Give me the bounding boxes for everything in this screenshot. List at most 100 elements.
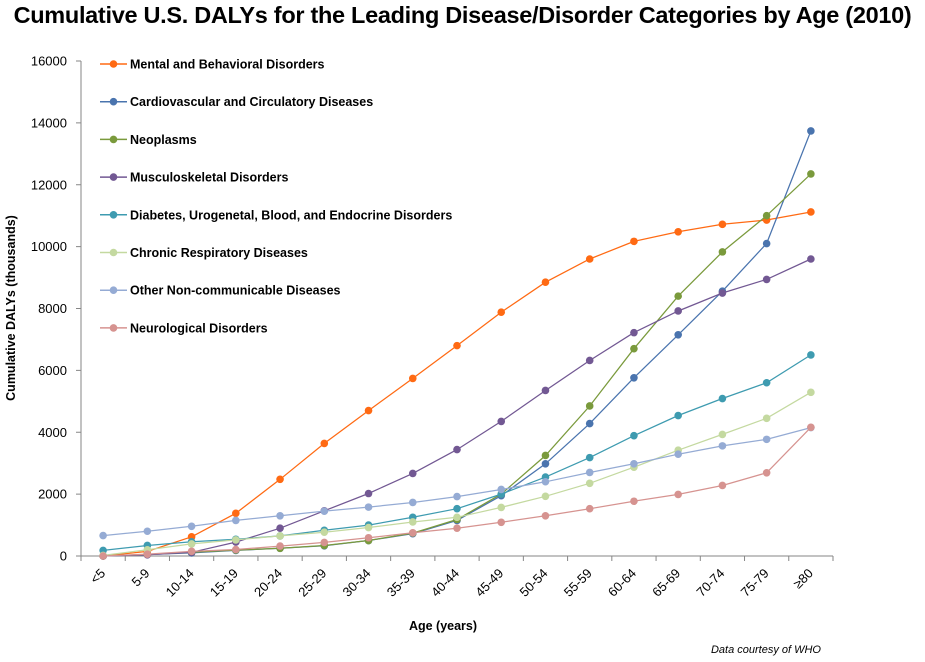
- data-point: [320, 439, 329, 448]
- data-point: [99, 531, 107, 540]
- y-tick-label: 4000: [38, 425, 67, 440]
- legend: Mental and Behavioral Disorders Cardiovas…: [100, 58, 452, 335]
- series-mental-and-behavioral-disorders: [99, 208, 815, 560]
- data-point: [99, 552, 107, 560]
- data-point: [807, 423, 815, 432]
- legend-item: Cardiovascular and Circulatory Diseases: [100, 95, 373, 109]
- legend-label: Mental and Behavioral Disorders: [130, 58, 325, 72]
- data-point: [276, 524, 284, 532]
- data-point: [232, 516, 240, 525]
- data-point: [453, 492, 461, 501]
- data-point: [364, 503, 373, 511]
- data-point: [276, 475, 284, 484]
- data-point: [364, 533, 373, 542]
- data-point: [453, 445, 461, 454]
- x-tick-label: 10-14: [163, 566, 197, 600]
- data-point: [674, 411, 682, 420]
- x-tick-label: 30-34: [340, 566, 374, 600]
- data-point: [630, 237, 638, 246]
- data-point: [718, 248, 727, 256]
- legend-label: Diabetes, Urogenetal, Blood, and Endocri…: [130, 208, 452, 222]
- data-point: [807, 255, 815, 263]
- data-point: [497, 308, 506, 317]
- legend-item: Chronic Respiratory Diseases: [100, 246, 308, 260]
- legend-marker: [109, 211, 118, 219]
- legend-marker: [109, 248, 118, 257]
- data-point: [630, 328, 638, 337]
- legend-item: Mental and Behavioral Disorders: [100, 58, 325, 72]
- data-point: [232, 545, 240, 554]
- legend-item: Musculoskeletal Disorders: [100, 171, 288, 185]
- data-point: [585, 255, 594, 263]
- data-point: [541, 460, 550, 468]
- data-point: [674, 292, 682, 300]
- data-point: [497, 503, 506, 512]
- y-axis-title: Cumulative DALYs (thousands): [4, 215, 18, 401]
- y-tick-label: 8000: [38, 301, 67, 316]
- data-point: [585, 504, 594, 513]
- data-point: [762, 211, 771, 220]
- x-tick-label: 55-59: [561, 566, 595, 600]
- data-point: [541, 278, 550, 287]
- legend-item: Neurological Disorders: [100, 321, 268, 335]
- chart-title: Cumulative U.S. DALYs for the Leading Di…: [13, 2, 912, 28]
- data-point: [585, 479, 594, 488]
- legend-marker: [109, 173, 118, 181]
- data-point: [762, 275, 771, 284]
- y-tick-label: 10000: [31, 239, 67, 254]
- data-point: [453, 341, 461, 350]
- data-point: [718, 394, 727, 403]
- data-point: [541, 477, 550, 486]
- series-chronic-respiratory-diseases: [99, 388, 815, 560]
- data-point: [497, 485, 506, 494]
- data-point: [630, 431, 638, 440]
- x-axis-title: Age (years): [409, 619, 477, 633]
- data-point: [585, 419, 594, 428]
- data-point: [541, 511, 550, 520]
- legend-label: Musculoskeletal Disorders: [130, 171, 288, 185]
- data-point: [408, 374, 417, 383]
- data-point: [541, 451, 550, 460]
- data-point: [762, 239, 771, 248]
- y-tick-label: 6000: [38, 363, 67, 378]
- data-point: [630, 460, 638, 468]
- data-point: [807, 127, 815, 135]
- x-tick-label: <5: [87, 566, 108, 587]
- x-tick-label: 5-9: [129, 566, 153, 590]
- data-point: [364, 489, 373, 498]
- data-point: [630, 497, 638, 506]
- x-tick-label: 60-64: [605, 566, 639, 600]
- data-point: [364, 523, 373, 532]
- x-tick-label: 50-54: [516, 566, 550, 600]
- data-point: [276, 532, 284, 540]
- legend-marker: [109, 324, 118, 332]
- series-neoplasms: [99, 170, 815, 560]
- data-point: [276, 542, 284, 550]
- y-tick-label: 14000: [31, 115, 67, 130]
- data-point: [762, 414, 771, 423]
- data-point: [807, 388, 815, 397]
- legend-label: Chronic Respiratory Diseases: [130, 246, 308, 260]
- legend-marker: [109, 135, 118, 144]
- data-point: [408, 498, 417, 507]
- series-other-non-communicable-diseases: [99, 423, 815, 540]
- data-point: [762, 435, 771, 444]
- data-point: [585, 356, 594, 365]
- data-point: [762, 468, 771, 477]
- data-point: [320, 507, 329, 515]
- legend-item: Other Non-communicable Diseases: [100, 284, 341, 298]
- y-tick-label: 16000: [31, 54, 67, 69]
- data-point: [320, 528, 329, 536]
- data-point: [143, 550, 152, 558]
- y-tick-label: 12000: [31, 177, 67, 192]
- data-credit: Data courtesy of WHO: [711, 644, 821, 656]
- data-point: [674, 307, 682, 315]
- data-point: [718, 220, 727, 229]
- legend-marker: [109, 97, 118, 106]
- x-tick-label: 45-49: [472, 566, 506, 600]
- series-line: [103, 211, 812, 557]
- data-point: [453, 504, 461, 513]
- data-point: [807, 351, 815, 359]
- data-point: [497, 417, 506, 426]
